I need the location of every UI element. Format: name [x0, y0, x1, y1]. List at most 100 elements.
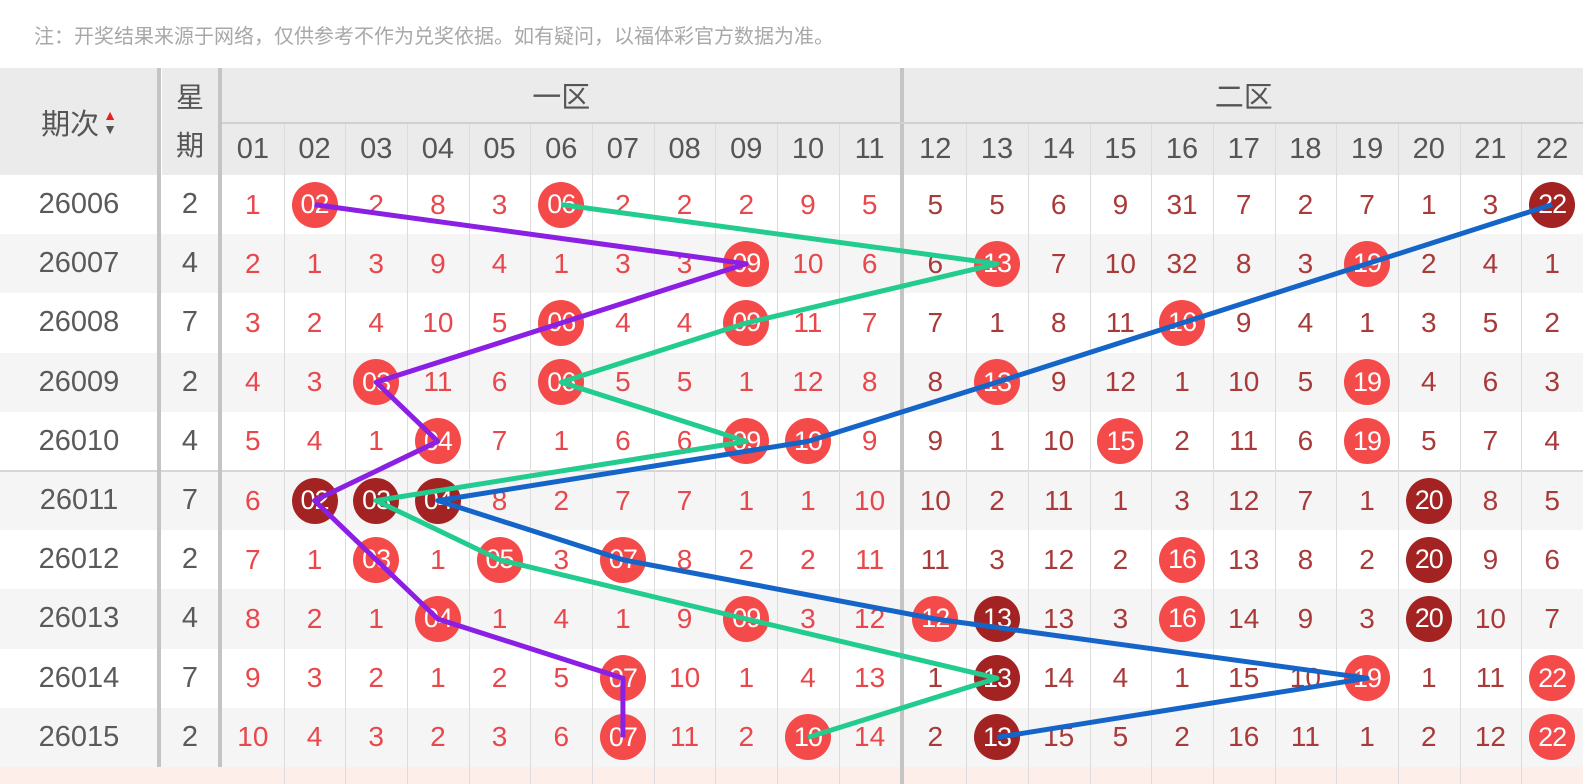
- omission-cell: 1: [989, 306, 1005, 338]
- omission-cell: 1: [306, 247, 323, 279]
- drawn-number-cell: 13: [966, 353, 1028, 412]
- number-column-header: 14: [1042, 133, 1075, 165]
- omission-cell: 10: [669, 662, 701, 694]
- number-column-header: 03: [360, 133, 393, 165]
- omission-cell: 10: [1104, 247, 1136, 279]
- zone2-header: 二区: [904, 68, 1583, 122]
- omission-cell: 2: [306, 306, 323, 338]
- omission-cell: 2: [615, 188, 631, 220]
- omission-cell: 10: [854, 484, 886, 516]
- number-column-header: 20: [1412, 133, 1445, 165]
- number-column-header: 06: [545, 133, 578, 165]
- omission-cell: 4: [1482, 247, 1499, 279]
- drawn-number-cell: 03: [345, 353, 407, 412]
- omission-cell: 3: [491, 188, 508, 220]
- omission-cell: 5: [1112, 721, 1129, 753]
- omission-cell: 2: [1112, 543, 1129, 575]
- drawn-ball: 19: [1344, 655, 1391, 702]
- repeat-ball: 04: [414, 477, 461, 524]
- omission-cell: 15: [1228, 662, 1260, 694]
- drawn-ball: 02: [291, 181, 338, 228]
- omission-cell: 5: [491, 306, 508, 338]
- drawn-number-cell: 20: [1398, 471, 1460, 530]
- drawn-ball: 07: [599, 714, 646, 761]
- omission-cell: 10: [1043, 425, 1075, 457]
- drawn-ball: 22: [1529, 655, 1576, 702]
- omission-cell: 7: [1050, 247, 1067, 279]
- omission-cell: 3: [1482, 188, 1499, 220]
- omission-cell: 7: [245, 543, 261, 575]
- number-column-header: 05: [483, 133, 516, 165]
- drawn-number-cell: 16: [1151, 589, 1213, 648]
- omission-cell: 7: [676, 484, 693, 516]
- omission-cell: 1: [1112, 484, 1129, 516]
- drawn-number-cell: 07: [592, 649, 654, 708]
- omission-cell: 5: [676, 366, 693, 398]
- period-cell: 26015: [38, 720, 120, 753]
- omission-cell: 2: [989, 484, 1005, 516]
- omission-cell: 11: [1105, 306, 1135, 338]
- number-column-header: 21: [1474, 133, 1507, 165]
- drawn-ball: 03: [353, 359, 400, 406]
- drawn-number-cell: 22: [1521, 175, 1583, 234]
- omission-cell: 6: [245, 484, 261, 516]
- omission-cell: 2: [1420, 721, 1437, 753]
- group-divider: [0, 470, 1583, 472]
- omission-cell: 4: [1112, 662, 1129, 694]
- omission-cell: 14: [854, 721, 886, 753]
- omission-cell: 4: [368, 306, 384, 338]
- week-cell: 7: [181, 661, 199, 694]
- column-divider: [1027, 124, 1029, 784]
- omission-cell: 8: [861, 366, 878, 398]
- omission-cell: 1: [491, 602, 508, 634]
- period-header[interactable]: 期次 ▲ ▼: [0, 68, 158, 175]
- omission-cell: 9: [245, 662, 261, 694]
- omission-cell: 9: [1297, 602, 1314, 634]
- omission-cell: 5: [1544, 484, 1560, 516]
- drawn-ball: 07: [599, 536, 646, 583]
- number-column-header: 18: [1289, 133, 1322, 165]
- omission-cell: 14: [1228, 602, 1260, 634]
- drawn-number-cell: 19: [1336, 412, 1398, 471]
- omission-cell: 1: [430, 662, 446, 694]
- drawn-number-cell: 19: [1336, 234, 1398, 293]
- drawn-number-cell: 05: [469, 530, 531, 589]
- omission-cell: 7: [1482, 425, 1499, 457]
- drawn-number-cell: 06: [530, 175, 592, 234]
- omission-cell: 32: [1166, 247, 1198, 279]
- omission-cell: 8: [676, 543, 693, 575]
- week-label: 期: [175, 128, 204, 162]
- omission-cell: 8: [1482, 484, 1499, 516]
- omission-cell: 5: [1420, 425, 1437, 457]
- drawn-number-cell: 13: [966, 589, 1028, 648]
- period-cell: 26007: [38, 247, 120, 280]
- omission-cell: 3: [368, 721, 384, 753]
- drawn-number-cell: 04: [407, 471, 469, 530]
- omission-cell: 8: [430, 188, 446, 220]
- column-divider: [468, 124, 470, 784]
- omission-cell: 31: [1166, 188, 1198, 220]
- omission-cell: 1: [989, 425, 1005, 457]
- number-column-header: 08: [668, 133, 701, 165]
- omission-cell: 6: [1050, 188, 1067, 220]
- omission-cell: 11: [920, 543, 950, 575]
- omission-cell: 10: [237, 721, 269, 753]
- repeat-ball: 02: [291, 477, 338, 524]
- drawn-ball: 03: [353, 536, 400, 583]
- omission-cell: 9: [800, 188, 816, 220]
- omission-cell: 5: [989, 188, 1005, 220]
- omission-cell: 9: [1482, 543, 1499, 575]
- omission-cell: 5: [1297, 366, 1314, 398]
- omission-cell: 12: [1228, 484, 1260, 516]
- period-label: 期次: [41, 106, 100, 141]
- omission-cell: 4: [1544, 425, 1560, 457]
- omission-cell: 1: [1359, 306, 1375, 338]
- omission-cell: 2: [676, 188, 693, 220]
- omission-cell: 1: [1174, 662, 1190, 694]
- omission-cell: 9: [1235, 306, 1252, 338]
- omission-cell: 12: [1474, 721, 1506, 753]
- omission-cell: 4: [1420, 366, 1437, 398]
- omission-cell: 1: [553, 425, 570, 457]
- sort-up-down-icon[interactable]: ▲ ▼: [103, 106, 117, 137]
- omission-cell: 2: [738, 721, 755, 753]
